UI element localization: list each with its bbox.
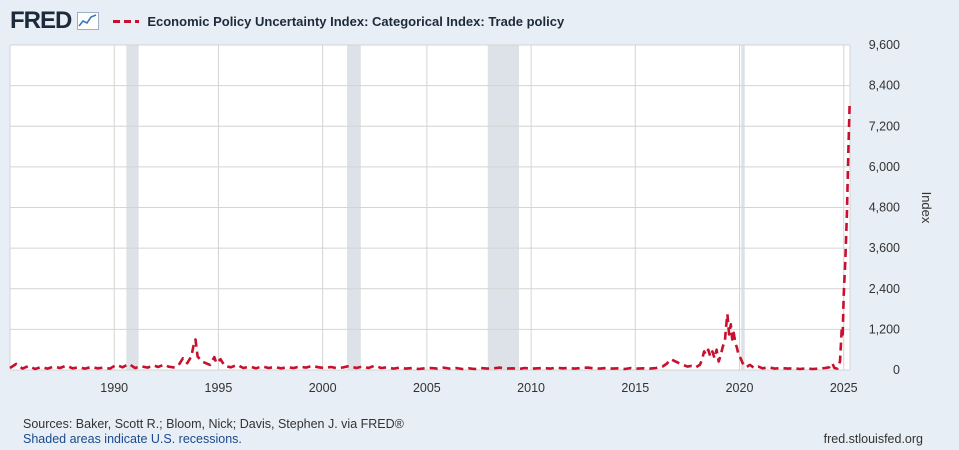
x-tick-label: 1990: [100, 381, 128, 395]
chart-title: Economic Policy Uncertainty Index: Categ…: [147, 13, 565, 29]
y-tick-label: 3,600: [869, 241, 900, 255]
chart-footer: Sources: Baker, Scott R.; Bloom, Nick; D…: [23, 417, 404, 447]
x-tick-label: 2015: [621, 381, 649, 395]
line-graph-icon: [77, 12, 100, 30]
sources-text: Sources: Baker, Scott R.; Bloom, Nick; D…: [23, 417, 404, 431]
y-tick-label: 6,000: [869, 160, 900, 174]
chart-header: FRED Economic Policy Uncertainty Index: …: [10, 6, 564, 36]
y-tick-label: 7,200: [869, 119, 900, 133]
recession-note[interactable]: Shaded areas indicate U.S. recessions.: [23, 432, 242, 446]
x-tick-label: 2025: [830, 381, 858, 395]
x-tick-label: 1995: [205, 381, 233, 395]
x-tick-label: 2005: [413, 381, 441, 395]
y-tick-label: 9,600: [869, 38, 900, 52]
y-tick-label: 4,800: [869, 201, 900, 215]
y-tick-label: 2,400: [869, 282, 900, 296]
series-line: [9, 105, 851, 371]
y-tick-label: 0: [893, 363, 900, 377]
fred-logo[interactable]: FRED: [10, 7, 72, 34]
x-tick-label: 2000: [309, 381, 337, 395]
legend-line-swatch: [113, 19, 140, 23]
site-link[interactable]: fred.stlouisfed.org: [823, 432, 923, 446]
x-tick-label: 2010: [517, 381, 545, 395]
y-tick-label: 1,200: [869, 322, 900, 336]
y-tick-label: 8,400: [869, 79, 900, 93]
y-axis-label: Index: [919, 192, 934, 224]
x-tick-label: 2020: [726, 381, 754, 395]
